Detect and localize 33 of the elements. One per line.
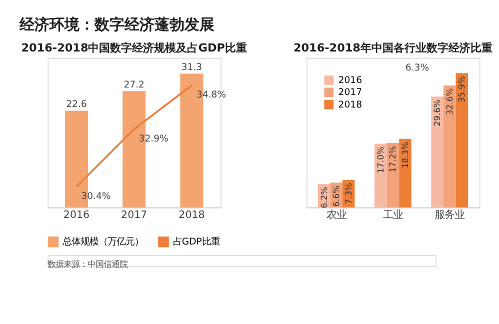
legend-label: 总体规模（万亿元）	[62, 236, 144, 248]
data-label: 35.9%	[456, 76, 467, 103]
bar	[443, 85, 456, 208]
x-tick-label: 2018	[178, 209, 205, 222]
annotation: 6.3%	[405, 62, 430, 74]
legend-label: 占GDP比重	[172, 236, 220, 248]
bar	[399, 138, 412, 208]
legend-label: 2018	[338, 99, 362, 110]
data-label: 6.6%	[331, 185, 342, 207]
data-label: 31.3	[181, 62, 202, 73]
chart-title: 2016-2018中国数字经济规模及占GDP比重	[21, 41, 247, 54]
legend-label: 2017	[338, 87, 362, 98]
chart-title: 2016-2018年中国各行业数字经济比重	[293, 41, 492, 54]
data-label: 7.3%	[343, 182, 354, 204]
source-note: 数据来源：中国信通院	[48, 259, 128, 270]
x-tick-label: 2016	[63, 209, 90, 222]
data-label: 18.3%	[400, 142, 410, 168]
data-label: 29.6%	[432, 99, 442, 126]
x-tick-label: 工业	[382, 209, 403, 222]
data-label: 17.0%	[375, 146, 386, 174]
data-label: 22.6	[66, 99, 87, 110]
data-label: 32.6%	[444, 88, 454, 115]
legend-label: 2016	[338, 75, 362, 86]
bar	[456, 73, 468, 208]
bar	[431, 96, 444, 208]
x-tick-label: 农业	[326, 209, 346, 222]
bar	[374, 144, 387, 208]
text: 经济环境：数字经济蓬勃发展	[18, 15, 214, 34]
data-label: 6.2%	[318, 186, 329, 208]
data-label: 17.2%	[388, 146, 398, 173]
data-label: 27.2	[124, 79, 144, 90]
x-tick-label: 2017	[121, 209, 148, 222]
x-tick-label: 服务业	[434, 209, 465, 222]
